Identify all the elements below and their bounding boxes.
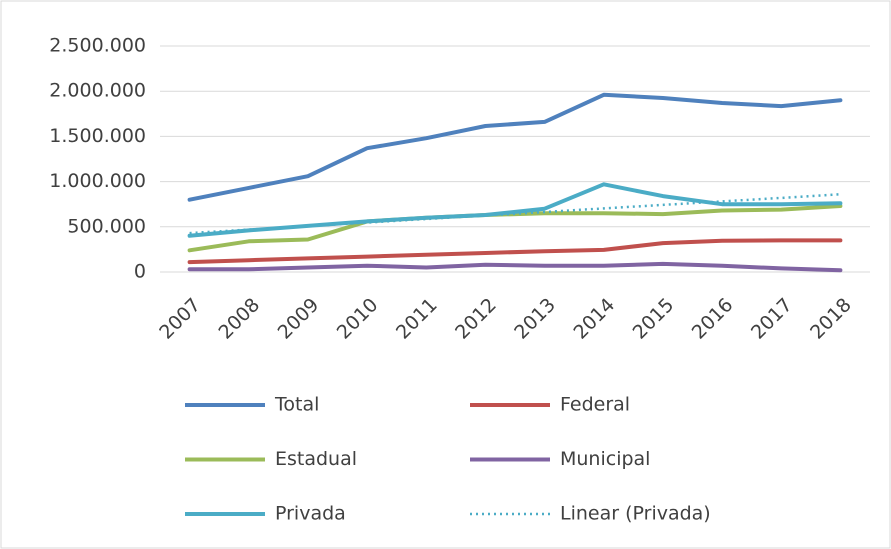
legend-label: Total (274, 394, 319, 416)
y-tick-label: 1.500.000 (49, 125, 146, 147)
y-tick-label: 1.000.000 (49, 170, 146, 192)
series-line (187, 261, 843, 273)
y-tick-label: 0 (134, 261, 146, 283)
legend-label: Privada (275, 503, 346, 525)
y-tick-label: 500.000 (67, 215, 146, 237)
series-line (187, 238, 843, 265)
legend-label: Estadual (275, 448, 357, 470)
legend-label: Federal (560, 394, 630, 416)
series-line (187, 92, 843, 202)
y-tick-label: 2.500.000 (49, 35, 146, 57)
series-line (189, 193, 841, 235)
y-tick-label: 2.000.000 (49, 80, 146, 102)
legend-label: Municipal (560, 448, 650, 470)
legend-label: Linear (Privada) (560, 503, 711, 525)
